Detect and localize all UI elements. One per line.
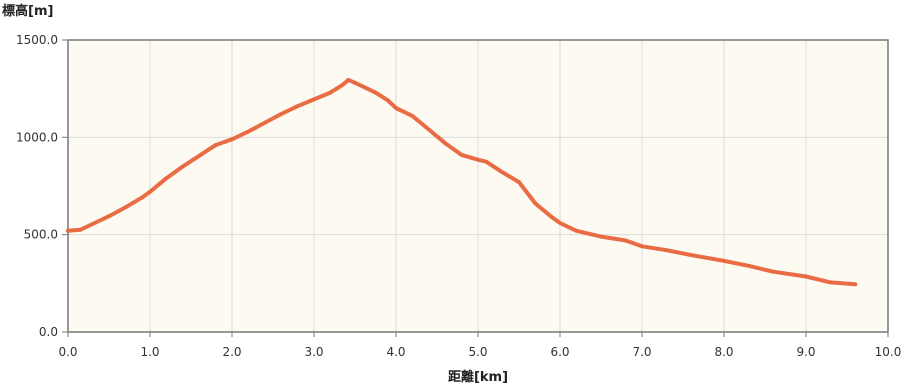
x-tick-label: 2.0 <box>222 345 241 359</box>
grid-lines <box>68 40 888 332</box>
elevation-point <box>772 270 775 273</box>
elevation-point <box>341 83 344 87</box>
elevation-point <box>107 215 111 218</box>
elevation-point <box>534 202 537 205</box>
y-axis-ticks: 0.0 500.0 1000.0 1500.0 <box>16 33 68 339</box>
elevation-point <box>79 228 82 231</box>
elevation-point <box>640 245 644 248</box>
elevation-point <box>804 275 808 278</box>
series-layer <box>66 77 858 287</box>
elevation-point <box>550 215 553 219</box>
elevation-point <box>690 253 693 257</box>
elevation-point <box>476 158 480 161</box>
elevation-point <box>353 81 357 85</box>
elevation-point <box>854 283 857 286</box>
elevation-point <box>230 138 234 141</box>
elevation-point <box>624 239 627 242</box>
elevation-line <box>66 77 858 287</box>
elevation-point <box>747 264 750 267</box>
elevation-point <box>181 165 184 168</box>
elevation-point <box>501 171 504 174</box>
elevation-point <box>427 128 430 131</box>
elevation-point <box>460 153 463 157</box>
elevation-point <box>165 177 168 180</box>
x-tick-label: 1.0 <box>140 345 159 359</box>
elevation-point <box>444 142 447 145</box>
x-tick-label: 9.0 <box>796 345 815 359</box>
elevation-point <box>665 249 668 252</box>
y-tick-label: 1500.0 <box>16 33 58 47</box>
y-tick-label: 0.0 <box>39 325 58 339</box>
elevation-point <box>386 99 389 102</box>
x-tick-label: 7.0 <box>632 345 651 359</box>
x-tick-label: 4.0 <box>386 345 405 359</box>
x-tick-label: 8.0 <box>714 345 733 359</box>
elevation-point <box>329 91 332 94</box>
elevation-point <box>347 78 350 82</box>
elevation-point <box>575 229 578 232</box>
elevation-point <box>198 154 201 157</box>
x-tick-label: 3.0 <box>304 345 323 359</box>
elevation-point <box>140 196 143 199</box>
x-axis-title: 距離[km] <box>448 369 508 385</box>
elevation-point <box>148 190 152 193</box>
elevation-point <box>263 121 266 124</box>
y-tick-label: 1000.0 <box>16 130 58 144</box>
x-tick-label: 5.0 <box>468 345 487 359</box>
elevation-point <box>66 229 70 232</box>
elevation-point <box>829 281 832 284</box>
x-tick-label: 10.0 <box>875 345 902 359</box>
elevation-point <box>312 98 316 101</box>
elevation-point <box>722 259 726 263</box>
elevation-point <box>485 160 488 163</box>
x-tick-label: 0.0 <box>58 345 77 359</box>
elevation-point <box>517 180 521 184</box>
elevation-point <box>599 235 603 238</box>
x-tick-label: 6.0 <box>550 345 569 359</box>
elevation-point <box>247 130 250 133</box>
elevation-point <box>280 112 283 116</box>
elevation-point <box>362 85 365 88</box>
y-tick-label: 500.0 <box>24 228 58 242</box>
elevation-point <box>394 106 398 110</box>
elevation-point <box>124 206 127 209</box>
elevation-point <box>296 105 299 108</box>
elevation-point <box>91 222 94 226</box>
elevation-point <box>374 91 377 94</box>
elevation-point <box>558 221 562 225</box>
elevation-point <box>214 143 217 147</box>
y-axis-title: 標高[m] <box>2 3 53 19</box>
elevation-point <box>411 114 414 118</box>
x-axis-ticks: 0.0 1.0 2.0 3.0 4.0 5.0 6.0 7.0 8.0 9.0 10.0 <box>58 332 901 359</box>
